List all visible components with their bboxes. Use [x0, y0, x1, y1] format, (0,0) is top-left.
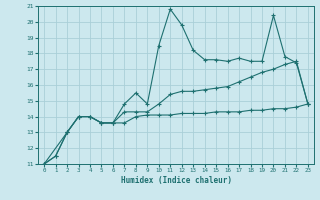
X-axis label: Humidex (Indice chaleur): Humidex (Indice chaleur) — [121, 176, 231, 185]
